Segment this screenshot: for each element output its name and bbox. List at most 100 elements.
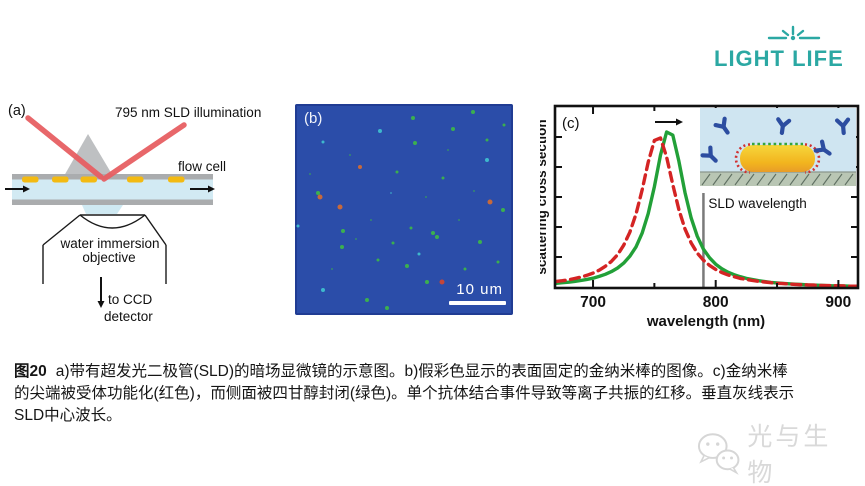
nanorod-dot <box>424 195 427 198</box>
nanorod-dot <box>340 228 345 233</box>
nanorod-dot <box>321 140 325 144</box>
nanorod-dot <box>470 110 475 115</box>
nanorod-dot <box>376 258 380 262</box>
nanorod-dot <box>370 219 373 222</box>
receptor-tip-right <box>804 143 821 174</box>
x-tick-label: 900 <box>825 294 851 311</box>
ccd-label-line2: detector <box>104 309 153 324</box>
caption-line-1: 图20 a)带有超发光二极管(SLD)的暗场显微镜的示意图。b)假彩色显示的表面固… <box>14 363 788 380</box>
nanorod-dot <box>484 157 489 162</box>
nanorod-dot <box>439 279 445 285</box>
nanorod-dot <box>424 280 429 285</box>
nanorod-dot <box>296 224 300 228</box>
nanorod-dot <box>478 240 483 245</box>
objective-outline <box>42 214 167 284</box>
flow-cell-bottom-wall <box>12 199 213 205</box>
nanorod-dot <box>331 267 334 270</box>
scale-bar-label: 10 um <box>456 281 503 298</box>
sld-beams <box>25 115 187 182</box>
nanorod-dot <box>337 204 343 210</box>
nanorod-dot <box>391 241 395 245</box>
flow-cell-top-wall <box>12 174 213 180</box>
scale-bar <box>449 301 506 305</box>
figure-caption: 图20 a)带有超发光二极管(SLD)的暗场显微镜的示意图。b)假彩色显示的表面固… <box>14 361 858 427</box>
caption-line-2: 的尖端被受体功能化(红色)，而侧面被四甘醇封闭(绿色)。单个抗体结合事件导致等离… <box>14 385 795 402</box>
panel-c-chart: (c) SLD wavelength 700 800 900 wavelength (nm… <box>534 100 862 332</box>
brand-logo: LIGHT LIFE <box>698 24 850 74</box>
objective-label-line1: water immersion <box>59 236 159 251</box>
series-red-dashed-curve <box>556 136 857 287</box>
antibody-icon <box>713 116 730 135</box>
nanorod-dot <box>412 141 417 146</box>
nanorod-dot <box>487 199 493 205</box>
nanorod-dot <box>409 226 413 230</box>
antibody-icon <box>776 117 792 136</box>
nanorod-dot <box>395 170 399 174</box>
nanorod-dot <box>431 230 436 235</box>
brand-logo-text: LIGHT LIFE <box>714 46 844 71</box>
sparkle-icon <box>767 25 821 41</box>
flow-cell-label: flow cell <box>178 159 226 174</box>
nanorod-dot <box>485 138 489 142</box>
flow-arrow-left <box>5 185 30 193</box>
flow-arrow-right <box>190 185 215 193</box>
redshift-arrow <box>655 118 683 126</box>
panel-b-label: (b) <box>304 110 323 127</box>
nanorod-dot <box>348 153 351 156</box>
watermark-text: 光与生物 <box>747 423 832 486</box>
flow-cell-fluid <box>12 179 213 200</box>
nanorod-dot <box>389 191 392 194</box>
gold-nanorod <box>740 145 815 172</box>
y-axis-label: scattering cross section <box>540 119 549 274</box>
nanorod-dots-layer <box>295 104 513 315</box>
nanorod-dot <box>410 115 415 120</box>
nanorod-dot <box>309 172 312 175</box>
ccd-arrow <box>97 277 105 308</box>
nanorod-dot <box>315 190 320 195</box>
x-axis-label: wavelength (nm) <box>646 313 765 330</box>
caption-line-3: SLD中心波长。 <box>14 407 122 424</box>
antibody-icon <box>813 139 832 156</box>
receptor-tip-left <box>734 143 751 174</box>
watermark: 光与生物 <box>694 423 858 486</box>
sld-wavelength-label: SLD wavelength <box>708 196 806 211</box>
immersion-water <box>82 205 123 214</box>
nanorod-dot <box>457 219 460 222</box>
prism-shape <box>64 134 113 176</box>
nanorod-dot <box>472 189 475 192</box>
nanorod-dot <box>441 176 445 180</box>
x-tick-label: 800 <box>703 294 729 311</box>
nanorod-dot <box>502 123 506 127</box>
objective-label-line2: objective <box>82 250 135 265</box>
figure-number: 图20 <box>14 363 47 380</box>
illumination-label: 795 nm SLD illumination <box>115 105 261 120</box>
nanorod-dot <box>384 305 389 310</box>
nanorod-dot <box>317 194 323 200</box>
ccd-label-line1: to CCD <box>108 292 153 307</box>
panel-a-label: (a) <box>8 103 26 119</box>
antibody-icon <box>700 145 718 163</box>
nanorod-dot <box>378 129 383 134</box>
panel-a-schematic: (a) 795 nm SLD illumination flow cell wa… <box>5 101 275 329</box>
nanorod-dot <box>446 149 449 152</box>
nanorod-dot <box>434 234 439 239</box>
nanorod-dot <box>405 264 410 269</box>
nanorod-dot <box>463 267 467 271</box>
nanorod-dot <box>501 207 506 212</box>
nanorod-dot <box>451 127 456 132</box>
nanorod-dot <box>339 245 344 250</box>
panel-b-image: (b) 10 um <box>295 104 513 315</box>
nanorod-dot <box>355 238 358 241</box>
panel-c-label: (c) <box>562 115 580 132</box>
nanorod-dot <box>417 252 421 256</box>
x-tick-label: 700 <box>580 294 606 311</box>
nanorod-dot <box>358 165 363 170</box>
nanorod-dot <box>364 298 369 303</box>
gold-nanorod-pads <box>22 176 185 183</box>
wechat-icon <box>697 433 740 475</box>
nanorod-dot <box>496 260 500 264</box>
antibody-icon <box>834 117 851 136</box>
inset-binding-illustration <box>700 108 856 186</box>
nanorod-dot <box>321 287 326 292</box>
